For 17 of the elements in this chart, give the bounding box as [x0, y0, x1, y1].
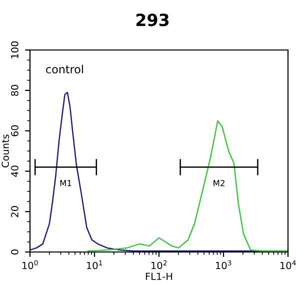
- x-tick-label: 10$^{0}$: [22, 260, 38, 270]
- y-axis-title: Counts: [2, 134, 9, 168]
- annotation: M2: [214, 180, 224, 186]
- x-tick-label: 10$^{2}$: [152, 260, 167, 270]
- y-tick-label: 60: [11, 125, 18, 136]
- x-tick-label: 10$^{1}$: [87, 260, 102, 270]
- y-tick-label: 20: [11, 206, 18, 218]
- annotation: control: [46, 64, 83, 74]
- x-axis-title: FL1-H: [146, 272, 172, 280]
- chart-title: 293: [136, 14, 169, 26]
- x-tick-label: 10$^{3}$: [216, 260, 232, 270]
- x-tick-label: 10$^{4}$: [280, 260, 296, 270]
- y-tick-label: 0: [11, 250, 18, 254]
- y-tick-label: 40: [11, 166, 18, 177]
- annotation: M1: [60, 180, 72, 186]
- y-tick-label: 80: [11, 84, 18, 96]
- y-tick-label: 100: [11, 41, 18, 58]
